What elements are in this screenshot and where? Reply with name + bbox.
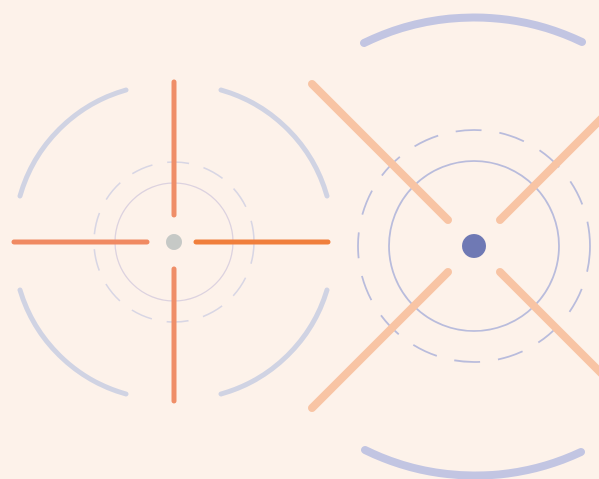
right-x-top-right (496, 115, 599, 224)
left-outer-arc-bottom-right (218, 287, 330, 397)
crosshair-icon (11, 79, 331, 404)
left-outer-arc-bottom-left (17, 287, 129, 397)
left-center-dot (166, 234, 182, 250)
right-x-bottom-left (308, 268, 452, 412)
target-x-icon (308, 13, 599, 479)
left-outer-arc-top-right (218, 87, 330, 199)
right-dashed-ring (357, 129, 591, 363)
left-outer-arc-top-left (17, 87, 129, 199)
right-inner-ring (388, 160, 560, 332)
right-center-dot (462, 234, 486, 258)
right-outer-arc-bottom (361, 446, 585, 479)
right-outer-arc-top (360, 13, 586, 47)
right-x-top-left (308, 80, 452, 224)
right-x-bottom-right (496, 268, 599, 377)
